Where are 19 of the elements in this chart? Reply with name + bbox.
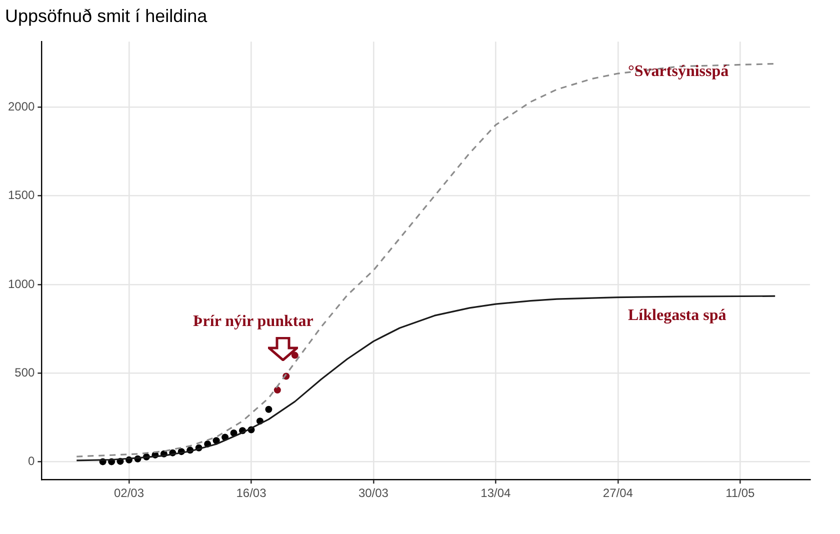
point <box>291 352 298 359</box>
x-tick-label: 02/03 <box>114 486 144 500</box>
x-tick-label: 27/04 <box>602 486 634 500</box>
annotation: Líklegasta spá <box>628 307 726 324</box>
x-tick-label: 13/04 <box>480 486 512 500</box>
x-tick-label: 30/03 <box>358 486 389 500</box>
chart-title: Uppsöfnuð smit í heildina <box>5 6 208 26</box>
x-tick-label: 16/03 <box>236 486 267 500</box>
annotation: Þrír nýir punktar <box>193 313 314 330</box>
y-tick-label: 1000 <box>8 276 36 291</box>
y-tick-label: 0 <box>28 454 36 468</box>
x-tick-label: 11/05 <box>726 486 756 500</box>
annotation: °Svartsýnisspá <box>628 63 729 80</box>
point <box>274 386 281 394</box>
y-tick-label: 500 <box>14 366 36 380</box>
y-tick-label: 1500 <box>8 188 36 202</box>
y-tick-label: 2000 <box>8 100 36 114</box>
point <box>265 406 272 413</box>
line-series <box>76 62 776 458</box>
